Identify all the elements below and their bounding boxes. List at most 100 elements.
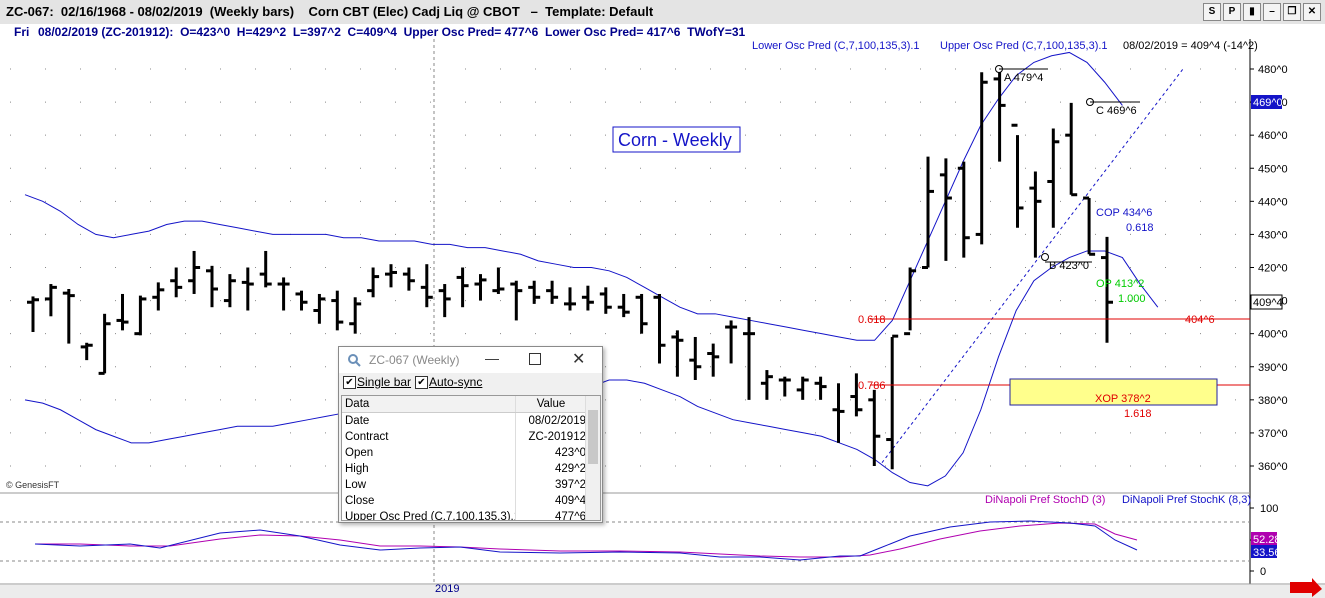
window-titlebar: ZC-067: 02/16/1968 - 08/02/2019 (Weekly … bbox=[0, 0, 1325, 25]
y-tick-label: 450^0 bbox=[1258, 163, 1288, 175]
window-buttons: S P ▮ – ❐ ✕ bbox=[1203, 3, 1321, 21]
data-window-titlebar[interactable]: ZC-067 (Weekly) — ✕ bbox=[339, 347, 602, 373]
trend-line bbox=[881, 68, 1184, 463]
auto-sync-label: Auto-sync bbox=[429, 375, 483, 389]
table-row[interactable]: Open 423^0 bbox=[342, 445, 600, 461]
data-window-options: ✔ Single bar ✔ Auto-sync bbox=[339, 373, 602, 391]
point-b-label: B 423^0 bbox=[1049, 260, 1089, 272]
row-field: Low bbox=[342, 477, 516, 493]
y-tick-label: 370^0 bbox=[1258, 428, 1288, 440]
last-value-legend: 08/02/2019 = 409^4 (-14^2) bbox=[1123, 40, 1258, 52]
osc-tick-label: 0 bbox=[1260, 566, 1266, 578]
upper-osc-legend: Upper Osc Pred (C,7,100,135,3).1 bbox=[940, 40, 1108, 52]
point-a-label: A 479^4 bbox=[1004, 72, 1043, 84]
cop-ratio: 0.618 bbox=[1126, 222, 1154, 234]
data-grid: Data Value Date 08/02/2019 Contract ZC-2019… bbox=[341, 395, 601, 521]
column-header-value[interactable]: Value bbox=[536, 398, 566, 410]
row-field: Contract bbox=[342, 429, 516, 445]
auto-sync-checkbox[interactable]: ✔ bbox=[415, 376, 428, 389]
row-field: High bbox=[342, 461, 516, 477]
last-price-tag-text: 409^4 bbox=[1253, 297, 1283, 309]
table-row[interactable]: Date 08/02/2019 bbox=[342, 413, 600, 429]
row-field: Date bbox=[342, 413, 516, 429]
data-grid-header: Data Value bbox=[342, 396, 600, 413]
op-ratio: 1.000 bbox=[1118, 293, 1146, 305]
row-field: Close bbox=[342, 493, 516, 509]
bar-day: Fri bbox=[14, 25, 30, 39]
row-field: Open bbox=[342, 445, 516, 461]
time-axis-bar bbox=[0, 585, 1325, 598]
bar-info: Fri 08/02/2019 (ZC-201912): O=423^0 H=42… bbox=[0, 24, 1325, 39]
y-tick-label: 460^0 bbox=[1258, 130, 1288, 142]
row-value: 397^2 bbox=[555, 479, 586, 491]
single-bar-checkbox[interactable]: ✔ bbox=[343, 376, 356, 389]
chart-title: Corn - Weekly bbox=[618, 130, 732, 150]
chart-title-box bbox=[612, 126, 741, 153]
table-row[interactable]: Contract ZC-201912 bbox=[342, 429, 600, 445]
single-bar-label: Single bar bbox=[357, 375, 412, 389]
y-tick-label: 390^0 bbox=[1258, 362, 1288, 374]
minimize-button[interactable]: – bbox=[1263, 3, 1281, 21]
stochd-legend: DiNapoli Pref StochD (3) bbox=[985, 494, 1105, 506]
close-button[interactable]: ✕ bbox=[1303, 3, 1321, 21]
upper-osc-pred-line bbox=[24, 51, 1123, 341]
stochd-value: 52.28 bbox=[1253, 534, 1281, 546]
y-tick-label: 400^0 bbox=[1258, 329, 1288, 341]
window-title: ZC-067: 02/16/1968 - 08/02/2019 (Weekly … bbox=[6, 4, 654, 19]
p-button[interactable]: P bbox=[1223, 3, 1241, 21]
data-grid-scrollbar[interactable] bbox=[585, 396, 600, 520]
retracement-618-ratio: 0.618 bbox=[858, 314, 886, 326]
close-icon[interactable]: ✕ bbox=[572, 351, 586, 368]
s-button[interactable]: S bbox=[1203, 3, 1221, 21]
y-tick-label: 420^0 bbox=[1258, 263, 1288, 275]
time-axis-label: 2019 bbox=[435, 583, 459, 595]
last-price-tag bbox=[1250, 294, 1283, 310]
scrollbar-thumb[interactable] bbox=[588, 410, 598, 464]
op-label: OP 413^2 bbox=[1096, 278, 1144, 290]
maximize-icon[interactable] bbox=[529, 353, 541, 365]
panel-button[interactable]: ▮ bbox=[1243, 3, 1261, 21]
osc-tick-label: 100 bbox=[1260, 503, 1278, 515]
stochk-line bbox=[34, 520, 1138, 561]
restore-button[interactable]: ❐ bbox=[1283, 3, 1301, 21]
column-header-data[interactable]: Data bbox=[342, 396, 516, 412]
row-value: 477^6 bbox=[555, 511, 586, 521]
table-row[interactable]: Close 409^4 bbox=[342, 493, 600, 509]
cop-label: COP 434^6 bbox=[1096, 207, 1152, 219]
data-grid-rows: Date 08/02/2019 Contract ZC-201912 Open 423^0… bbox=[342, 413, 600, 521]
table-row[interactable]: Upper Osc Pred (C,7,100,135,3).1 477^6 bbox=[342, 509, 600, 521]
retracement-618-price: 404^6 bbox=[1185, 314, 1215, 326]
lower-osc-legend: Lower Osc Pred (C,7,100,135,3).1 bbox=[752, 40, 920, 52]
stochk-value: 33.56 bbox=[1253, 547, 1281, 559]
point-c-label: C 469^6 bbox=[1096, 105, 1137, 117]
y-tick-label: 440^0 bbox=[1258, 196, 1288, 208]
y-tick-label: 360^0 bbox=[1258, 461, 1288, 473]
y-tick-label: 430^0 bbox=[1258, 229, 1288, 241]
bar-ohlc: 08/02/2019 (ZC-201912): O=423^0 H=429^2 … bbox=[38, 25, 746, 39]
stochd-line bbox=[35, 522, 1138, 558]
retracement-786-ratio: 0.786 bbox=[858, 380, 886, 392]
watermark: © GenesisFT bbox=[6, 480, 60, 490]
table-row[interactable]: High 429^2 bbox=[342, 461, 600, 477]
row-value: 429^2 bbox=[555, 463, 586, 475]
row-value: 423^0 bbox=[555, 447, 586, 459]
minimize-icon[interactable]: — bbox=[485, 350, 499, 366]
row-value: 08/02/2019 bbox=[528, 415, 586, 427]
price-chart[interactable]: 480^0470^0460^0450^0440^0430^0420^0410^0… bbox=[0, 39, 1325, 598]
stochd-value-tag bbox=[1251, 532, 1277, 545]
y-tick-label: 480^0 bbox=[1258, 64, 1288, 76]
xop-zone-box bbox=[1009, 378, 1218, 406]
scroll-right-arrow-icon[interactable] bbox=[1290, 578, 1322, 597]
point-b-marker bbox=[1041, 253, 1049, 261]
stochk-legend: DiNapoli Pref StochK (8,3) bbox=[1122, 494, 1251, 506]
upper-osc-price-tag-text: 469^0 bbox=[1253, 97, 1283, 109]
row-value: ZC-201912 bbox=[528, 431, 586, 443]
xop-label: XOP 378^2 bbox=[1095, 393, 1151, 405]
row-field: Upper Osc Pred (C,7,100,135,3).1 bbox=[342, 509, 516, 520]
magnifier-icon bbox=[348, 354, 361, 367]
xop-ratio: 1.618 bbox=[1124, 408, 1152, 420]
upper-osc-price-tag bbox=[1251, 95, 1282, 109]
data-window: ZC-067 (Weekly) — ✕ ✔ Single bar ✔ Auto-… bbox=[338, 346, 603, 523]
table-row[interactable]: Low 397^2 bbox=[342, 477, 600, 493]
stochk-value-tag bbox=[1251, 545, 1277, 558]
